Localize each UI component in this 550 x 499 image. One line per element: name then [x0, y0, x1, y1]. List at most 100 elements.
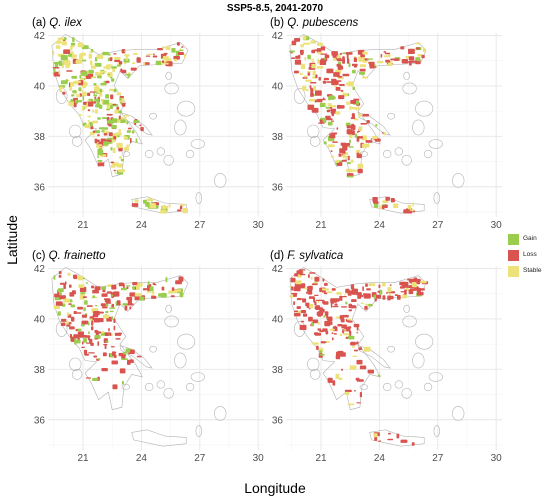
habitat-patch — [350, 284, 355, 290]
habitat-patch — [103, 80, 106, 83]
habitat-patch — [125, 73, 131, 76]
habitat-patch — [113, 325, 116, 331]
habitat-patch — [88, 53, 92, 59]
habitat-patch — [377, 374, 381, 377]
panel-species: Q. ilex — [49, 17, 82, 29]
habitat-patch — [335, 111, 341, 115]
habitat-patch — [315, 90, 322, 96]
habitat-patch — [87, 123, 90, 128]
habitat-patch — [99, 93, 103, 97]
habitat-patch — [338, 95, 345, 100]
habitat-patch — [126, 121, 129, 125]
habitat-patch — [86, 102, 89, 107]
habitat-patch — [73, 274, 78, 280]
habitat-patch — [120, 68, 123, 73]
habitat-patch — [341, 306, 348, 308]
legend-item-loss: Loss — [508, 249, 548, 265]
habitat-patch — [309, 85, 312, 88]
habitat-patch — [101, 330, 104, 334]
habitat-patch — [357, 163, 364, 169]
habitat-patch — [112, 384, 118, 390]
island-outline — [415, 100, 434, 117]
habitat-patch — [93, 311, 100, 316]
habitat-patch — [332, 380, 336, 386]
habitat-patch — [136, 284, 140, 290]
y-tick-label: 42 — [272, 31, 284, 42]
x-tick-label: 24 — [136, 220, 148, 231]
habitat-patch — [80, 323, 85, 327]
habitat-patch — [356, 325, 359, 331]
habitat-patch — [103, 132, 108, 136]
habitat-patch — [379, 289, 383, 295]
habitat-patch — [178, 276, 184, 282]
island-outline — [359, 384, 369, 390]
habitat-patch — [119, 97, 122, 101]
habitat-patch — [105, 65, 111, 70]
habitat-patch — [68, 100, 74, 106]
habitat-patch — [116, 64, 121, 67]
habitat-patch — [322, 80, 327, 84]
habitat-patch — [105, 80, 110, 84]
habitat-patch — [116, 142, 123, 149]
habitat-patch — [109, 76, 113, 79]
habitat-patch — [362, 51, 368, 55]
habitat-patch — [82, 277, 86, 280]
habitat-patch — [106, 291, 112, 294]
habitat-patch — [105, 311, 109, 313]
habitat-patch — [321, 288, 329, 291]
habitat-patch — [165, 277, 168, 283]
habitat-patch — [416, 292, 424, 296]
habitat-patch — [355, 292, 362, 296]
habitat-patch — [356, 149, 361, 154]
habitat-patch — [369, 63, 375, 69]
habitat-patch — [336, 292, 342, 295]
legend-swatch — [508, 250, 519, 261]
habitat-patch — [374, 138, 381, 142]
habitat-patch — [113, 53, 117, 55]
habitat-patch — [118, 115, 121, 120]
island-outline — [403, 304, 410, 313]
habitat-patch — [69, 284, 72, 288]
habitat-patch — [119, 156, 122, 159]
figure-title: SSP5-8.5, 2041-2070 — [226, 3, 324, 14]
habitat-patch — [97, 91, 101, 94]
habitat-patch — [101, 368, 108, 372]
habitat-patch — [403, 209, 407, 214]
habitat-patch — [368, 61, 375, 65]
island-outline — [433, 192, 441, 204]
island-outline — [144, 149, 154, 159]
habitat-patch — [319, 350, 323, 354]
habitat-patch — [100, 92, 103, 95]
island-outline — [401, 387, 412, 399]
habitat-patch — [326, 68, 334, 74]
habitat-patch — [57, 311, 61, 316]
habitat-patch — [101, 293, 108, 297]
habitat-patch — [332, 58, 337, 61]
habitat-patch — [416, 42, 421, 45]
habitat-patch — [154, 284, 157, 286]
habitat-patch — [94, 138, 98, 144]
habitat-patch — [366, 120, 370, 124]
habitat-patch — [316, 48, 322, 53]
habitat-patch — [368, 283, 376, 286]
habitat-patch — [127, 359, 131, 365]
habitat-patch — [409, 60, 412, 66]
island-outline — [307, 124, 320, 138]
habitat-patch — [53, 61, 60, 65]
habitat-patch — [347, 403, 355, 406]
habitat-patch — [120, 101, 123, 105]
habitat-patch — [79, 74, 82, 79]
habitat-patch — [126, 130, 131, 133]
habitat-patch — [103, 66, 107, 69]
habitat-patch — [97, 150, 104, 156]
habitat-patch — [101, 127, 109, 130]
habitat-patch — [162, 205, 166, 210]
habitat-patch — [97, 160, 103, 162]
habitat-patch — [362, 76, 369, 79]
habitat-patch — [407, 278, 414, 281]
habitat-patch — [84, 353, 89, 356]
habitat-patch — [94, 86, 100, 92]
habitat-patch — [120, 158, 124, 162]
habitat-patch — [62, 91, 66, 95]
habitat-patch — [351, 113, 355, 118]
